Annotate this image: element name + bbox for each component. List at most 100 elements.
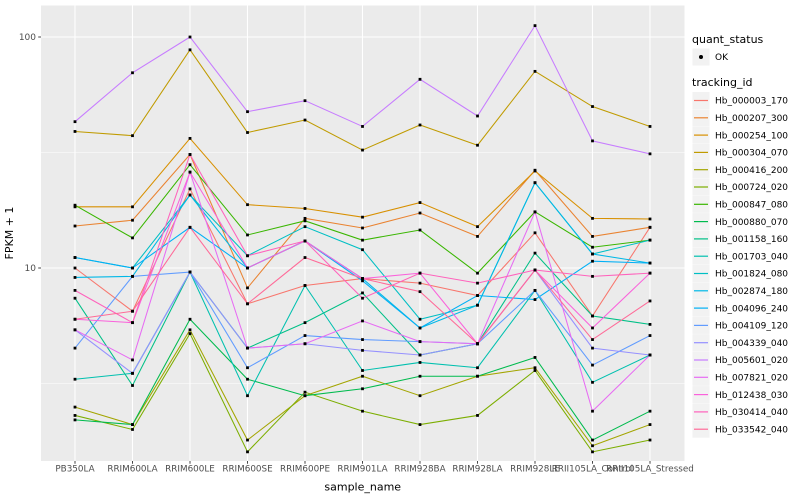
data-point — [361, 374, 364, 378]
data-point — [188, 270, 192, 274]
legend-label-tracking-id: Hb_000847_080 — [715, 201, 788, 211]
legend-label-ok: OK — [715, 53, 729, 63]
data-point — [188, 332, 192, 336]
legend-label-tracking-id: Hb_004339_040 — [715, 339, 788, 349]
data-point — [361, 226, 364, 230]
data-point — [188, 35, 192, 39]
data-point — [591, 346, 594, 350]
data-point — [73, 296, 77, 300]
x-tick-label: RRIM928BA — [394, 465, 445, 475]
data-point — [131, 134, 134, 138]
data-point — [361, 387, 364, 391]
data-point — [361, 338, 364, 341]
data-point — [533, 366, 537, 370]
data-point — [648, 353, 652, 357]
data-point — [533, 24, 537, 28]
data-point — [188, 163, 192, 167]
data-point — [361, 279, 364, 283]
legend-label-tracking-id: Hb_000724_020 — [715, 183, 788, 193]
data-point — [73, 418, 77, 422]
legend-label-tracking-id: Hb_000304_070 — [715, 149, 788, 159]
data-point — [303, 342, 307, 346]
data-point — [303, 321, 307, 325]
data-point — [131, 266, 134, 270]
data-point — [533, 69, 537, 73]
data-point — [246, 346, 249, 350]
data-point — [73, 346, 77, 350]
data-point — [73, 224, 77, 228]
legend-label-tracking-id: Hb_002874_180 — [715, 287, 788, 297]
data-point — [303, 284, 307, 287]
legend-label-tracking-id: Hb_004109_120 — [715, 322, 788, 332]
legend-label-tracking-id: Hb_004096_240 — [715, 304, 788, 314]
data-point — [418, 228, 422, 232]
data-point — [188, 153, 192, 156]
data-point — [361, 215, 364, 219]
data-point — [533, 268, 537, 272]
data-point — [131, 358, 134, 362]
data-point — [246, 233, 249, 237]
data-point — [361, 125, 364, 128]
data-point — [73, 266, 77, 270]
data-points — [73, 24, 652, 454]
data-point — [533, 251, 537, 255]
data-point — [648, 152, 652, 156]
data-point — [303, 334, 307, 337]
x-tick-label: RRIM928LA — [452, 465, 502, 475]
y-axis-title: FPKM + 1 — [3, 207, 16, 260]
y-tick-label: 100 — [19, 33, 36, 43]
data-point — [476, 114, 479, 118]
data-point — [591, 380, 594, 384]
data-point — [303, 118, 307, 122]
data-point — [476, 225, 479, 229]
data-point — [303, 99, 307, 103]
data-point — [591, 444, 594, 448]
x-tick-label: RRIM600LE — [165, 465, 215, 475]
data-point — [246, 131, 249, 134]
x-tick-label: RRIM901LA — [337, 465, 387, 475]
data-point — [476, 294, 479, 297]
data-point — [188, 317, 192, 321]
legend-label-tracking-id: Hb_005601_020 — [715, 356, 788, 366]
data-point — [418, 361, 422, 364]
data-point — [73, 328, 77, 332]
data-point — [533, 181, 537, 185]
data-point — [533, 369, 537, 372]
data-point — [591, 314, 594, 318]
x-tick-label: RRIM928LE — [510, 465, 560, 475]
data-point — [648, 322, 652, 326]
data-point — [303, 207, 307, 210]
legend-label-tracking-id: Hb_000207_300 — [715, 114, 788, 124]
data-point — [246, 302, 249, 306]
data-point — [303, 225, 307, 229]
data-point — [591, 450, 594, 454]
data-point — [648, 217, 652, 221]
x-tick-label: RRII105LA_Stressed — [606, 465, 694, 475]
data-point — [591, 245, 594, 249]
data-point — [591, 274, 594, 278]
data-point — [591, 326, 594, 330]
data-point — [361, 238, 364, 242]
data-point — [131, 371, 134, 375]
data-point — [591, 438, 594, 442]
data-point — [361, 348, 364, 352]
legend-label-tracking-id: Hb_000254_100 — [715, 131, 788, 141]
data-point — [73, 130, 77, 133]
data-point — [73, 405, 77, 409]
data-point — [188, 193, 192, 197]
data-point — [418, 326, 422, 330]
data-point — [246, 266, 249, 270]
data-point — [246, 254, 249, 258]
data-point — [131, 274, 134, 278]
data-point — [591, 216, 594, 220]
legend-label-tracking-id: Hb_030414_040 — [715, 408, 788, 418]
data-point — [648, 261, 652, 265]
legend-label-tracking-id: Hb_000003_170 — [715, 97, 788, 107]
data-point — [246, 203, 249, 207]
data-point — [648, 334, 652, 337]
data-point — [73, 203, 77, 207]
data-point — [648, 409, 652, 413]
legend-title-tracking-id: tracking_id — [692, 76, 753, 89]
data-point — [246, 394, 249, 398]
data-point — [591, 409, 594, 413]
